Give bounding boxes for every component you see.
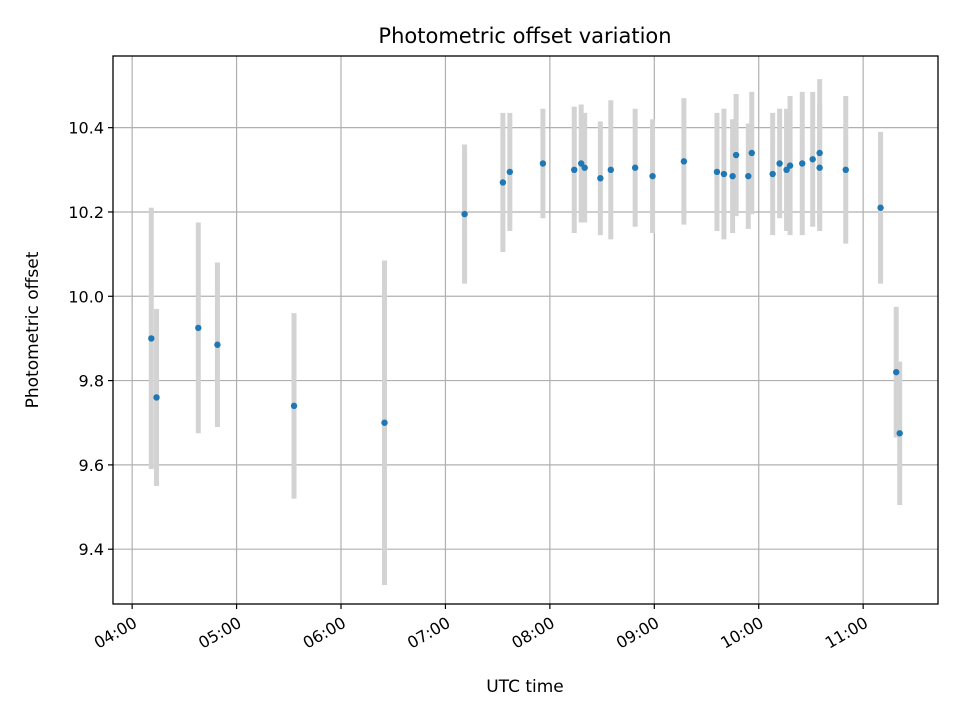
chart-title: Photometric offset variation: [378, 24, 671, 48]
data-point: [893, 368, 900, 376]
y-axis-label: Photometric offset: [23, 251, 43, 408]
data-point: [816, 149, 823, 157]
data-point: [499, 179, 507, 186]
data-point: [214, 341, 221, 348]
data-point: [769, 170, 776, 178]
data-point: [842, 166, 849, 174]
data-point: [776, 160, 783, 167]
data-point: [148, 335, 155, 342]
y-tick-label: 10.0: [68, 287, 104, 306]
data-point: [607, 166, 614, 174]
x-axis-label: UTC time: [486, 677, 564, 697]
data-point: [381, 419, 388, 426]
data-point: [783, 166, 790, 174]
data-point: [713, 168, 721, 176]
data-point: [877, 204, 884, 211]
data-point: [290, 402, 298, 410]
data-point: [799, 160, 806, 167]
y-axis-ticks: 9.4 9.6 9.8 10.0 10.2 10.4: [68, 119, 113, 559]
data-point: [720, 170, 728, 178]
data-point: [680, 158, 688, 165]
data-point: [577, 160, 585, 167]
data-point: [809, 156, 816, 163]
data-point: [195, 324, 202, 332]
data-point: [786, 162, 794, 169]
data-point: [745, 172, 752, 180]
y-tick-label: 10.4: [68, 119, 104, 138]
data-point: [506, 168, 514, 176]
data-point: [539, 160, 547, 167]
y-tick-label: 9.6: [79, 456, 104, 475]
data-point: [597, 175, 604, 182]
data-point: [732, 151, 740, 159]
y-tick-label: 9.4: [79, 540, 104, 559]
data-point: [896, 430, 903, 437]
data-point: [153, 394, 160, 401]
data-point: [816, 164, 823, 171]
data-point: [631, 164, 639, 171]
data-point: [581, 164, 588, 171]
data-point: [748, 149, 755, 157]
plot-frame: [112, 55, 939, 605]
data-point: [571, 166, 578, 174]
y-tick-label: 10.2: [68, 203, 104, 222]
data-point: [649, 172, 656, 180]
y-tick-label: 9.8: [79, 372, 104, 391]
data-point: [461, 210, 468, 218]
data-point: [729, 172, 736, 180]
data-points: [148, 149, 903, 437]
